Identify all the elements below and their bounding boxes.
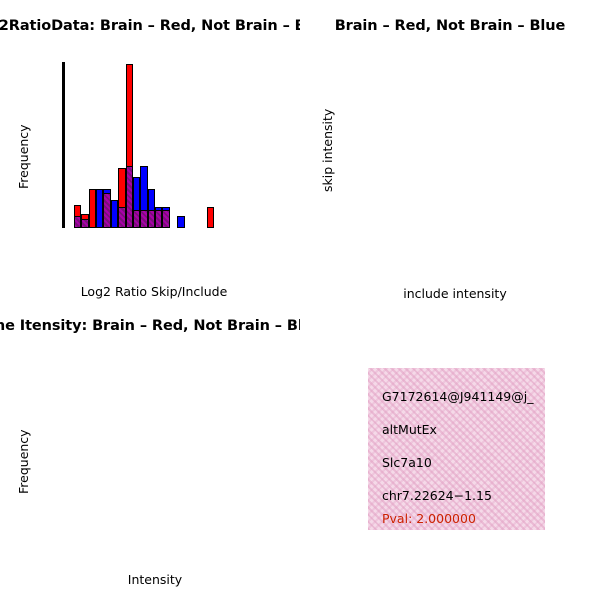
- histogram-bar-overlap: [118, 207, 126, 228]
- panel-gene-intensity-histogram: Gene Itensity: Brain – Red, Not Brain – …: [0, 314, 300, 600]
- y-axis-line-topleft: [62, 62, 65, 228]
- histogram-bar-overlap: [162, 209, 170, 228]
- panel-intensity-scatter: Brain – Red, Not Brain – Blue skip inten…: [300, 14, 600, 314]
- annotation-line-id: G7172614@J941149@j_: [382, 389, 534, 404]
- top-left-title-clip: Log2RatioData: Brain – Red, Not Brain – …: [0, 14, 300, 40]
- histogram-bar-overlap: [155, 209, 163, 228]
- histogram-bar-overlap: [125, 165, 133, 228]
- histogram-bar-overlap: [132, 209, 141, 228]
- panel-annotation: G7172614@J941149@j_ altMutEx Slc7a10 chr…: [300, 314, 600, 600]
- axis-label-x-log2ratio: Log2 Ratio Skip/Include: [80, 284, 228, 299]
- annotation-line-event-type: altMutEx: [382, 422, 437, 437]
- histogram-bar-blue: [96, 188, 104, 228]
- histogram-bar-overlap: [147, 209, 156, 228]
- histogram-bar-overlap: [140, 209, 148, 228]
- page-title-gene-intensity: Gene Itensity: Brain – Red, Not Brain – …: [0, 318, 300, 334]
- histogram-bar-red: [88, 188, 97, 228]
- histogram-bar-overlap: [74, 216, 82, 228]
- axis-label-x-intensity: Intensity: [127, 572, 183, 587]
- annotation-line-locus: chr7.22624−1.15: [382, 488, 492, 503]
- page-title-scatter: Brain – Red, Not Brain – Blue: [334, 18, 566, 34]
- histogram-bar-overlap: [103, 193, 111, 228]
- histogram-bar-blue: [177, 216, 185, 228]
- annotation-box: G7172614@J941149@j_ altMutEx Slc7a10 chr…: [368, 368, 545, 530]
- histogram-bar-red: [206, 207, 214, 228]
- annotation-line-gene-symbol: Slc7a10: [382, 455, 432, 470]
- annotation-line-pval: Pval: 2.000000: [382, 511, 476, 526]
- histogram-bar-blue: [110, 200, 119, 228]
- axis-label-x-include-intensity: include intensity: [403, 286, 507, 301]
- page-title-log2ratio: Log2RatioData: Brain – Red, Not Brain – …: [0, 18, 300, 34]
- panel-log2-ratio-histogram: Log2RatioData: Brain – Red, Not Brain – …: [0, 14, 300, 314]
- bottom-left-title-clip: Gene Itensity: Brain – Red, Not Brain – …: [0, 314, 300, 340]
- histogram-bar-overlap: [81, 218, 89, 228]
